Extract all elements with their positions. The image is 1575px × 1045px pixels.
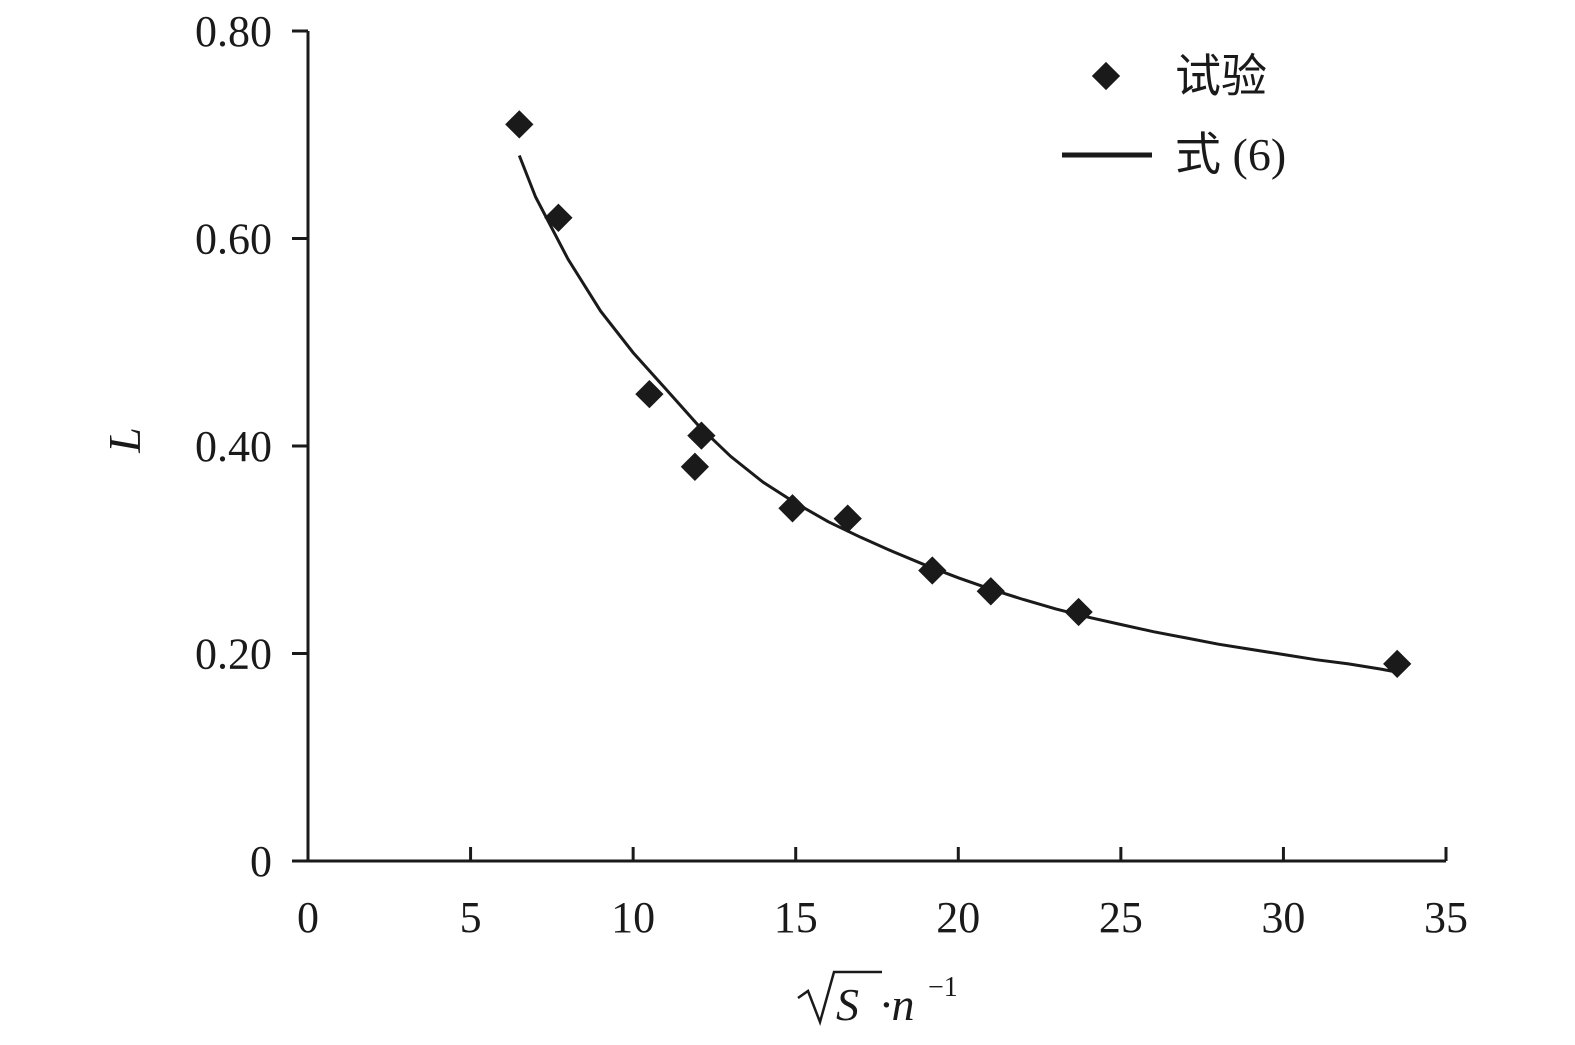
data-point (680, 452, 710, 481)
legend-label-experiment: 试验 (1175, 51, 1267, 102)
x-tick-label: 5 (460, 893, 482, 942)
y-tick-label: 0.60 (195, 215, 272, 264)
legend-marker-diamond (1091, 61, 1121, 91)
data-point (778, 494, 807, 523)
y-tick-label: 0.40 (195, 422, 272, 471)
y-tick-label: 0.20 (195, 630, 272, 679)
x-axis-title-exponent: −1 (928, 972, 958, 1003)
legend-label-formula: 式 (6) (1175, 129, 1286, 180)
x-axis-title-rest: ·n (880, 979, 915, 1030)
data-point (635, 379, 664, 409)
x-axis: 0 5 10 15 20 25 30 35 (297, 847, 1468, 942)
x-ticks: 0 5 10 15 20 25 30 35 (297, 847, 1468, 942)
y-tick-label: 0.80 (195, 7, 272, 56)
fit-line (517, 154, 1398, 674)
x-tick-label: 30 (1261, 893, 1305, 942)
data-point (687, 421, 716, 450)
sqrt-radical-icon (797, 970, 882, 1026)
y-axis-title: L (99, 427, 150, 454)
x-tick-label: 15 (774, 893, 818, 942)
data-point (976, 577, 1005, 606)
x-tick-label: 25 (1099, 893, 1143, 942)
data-point (1064, 597, 1093, 627)
x-axis-title-radicand: S (836, 979, 859, 1030)
x-tick-label: 20 (936, 893, 980, 942)
x-tick-label: 0 (297, 893, 319, 942)
data-point (833, 504, 862, 533)
experiment-points (505, 110, 1412, 679)
x-tick-label: 10 (611, 893, 655, 942)
data-point (544, 203, 573, 232)
x-tick-label: 35 (1424, 893, 1468, 942)
y-tick-label: 0 (250, 837, 272, 886)
y-ticks: 0 0.20 0.40 0.60 0.80 (195, 7, 308, 886)
legend: 试验 式 (6) (1062, 51, 1286, 180)
fit-curve (517, 154, 1398, 674)
x-axis-title: S ·n −1 (797, 970, 958, 1030)
y-axis: 0 0.20 0.40 0.60 0.80 (195, 7, 310, 886)
data-point (918, 556, 947, 585)
data-point (1383, 649, 1412, 679)
data-point (505, 110, 534, 139)
